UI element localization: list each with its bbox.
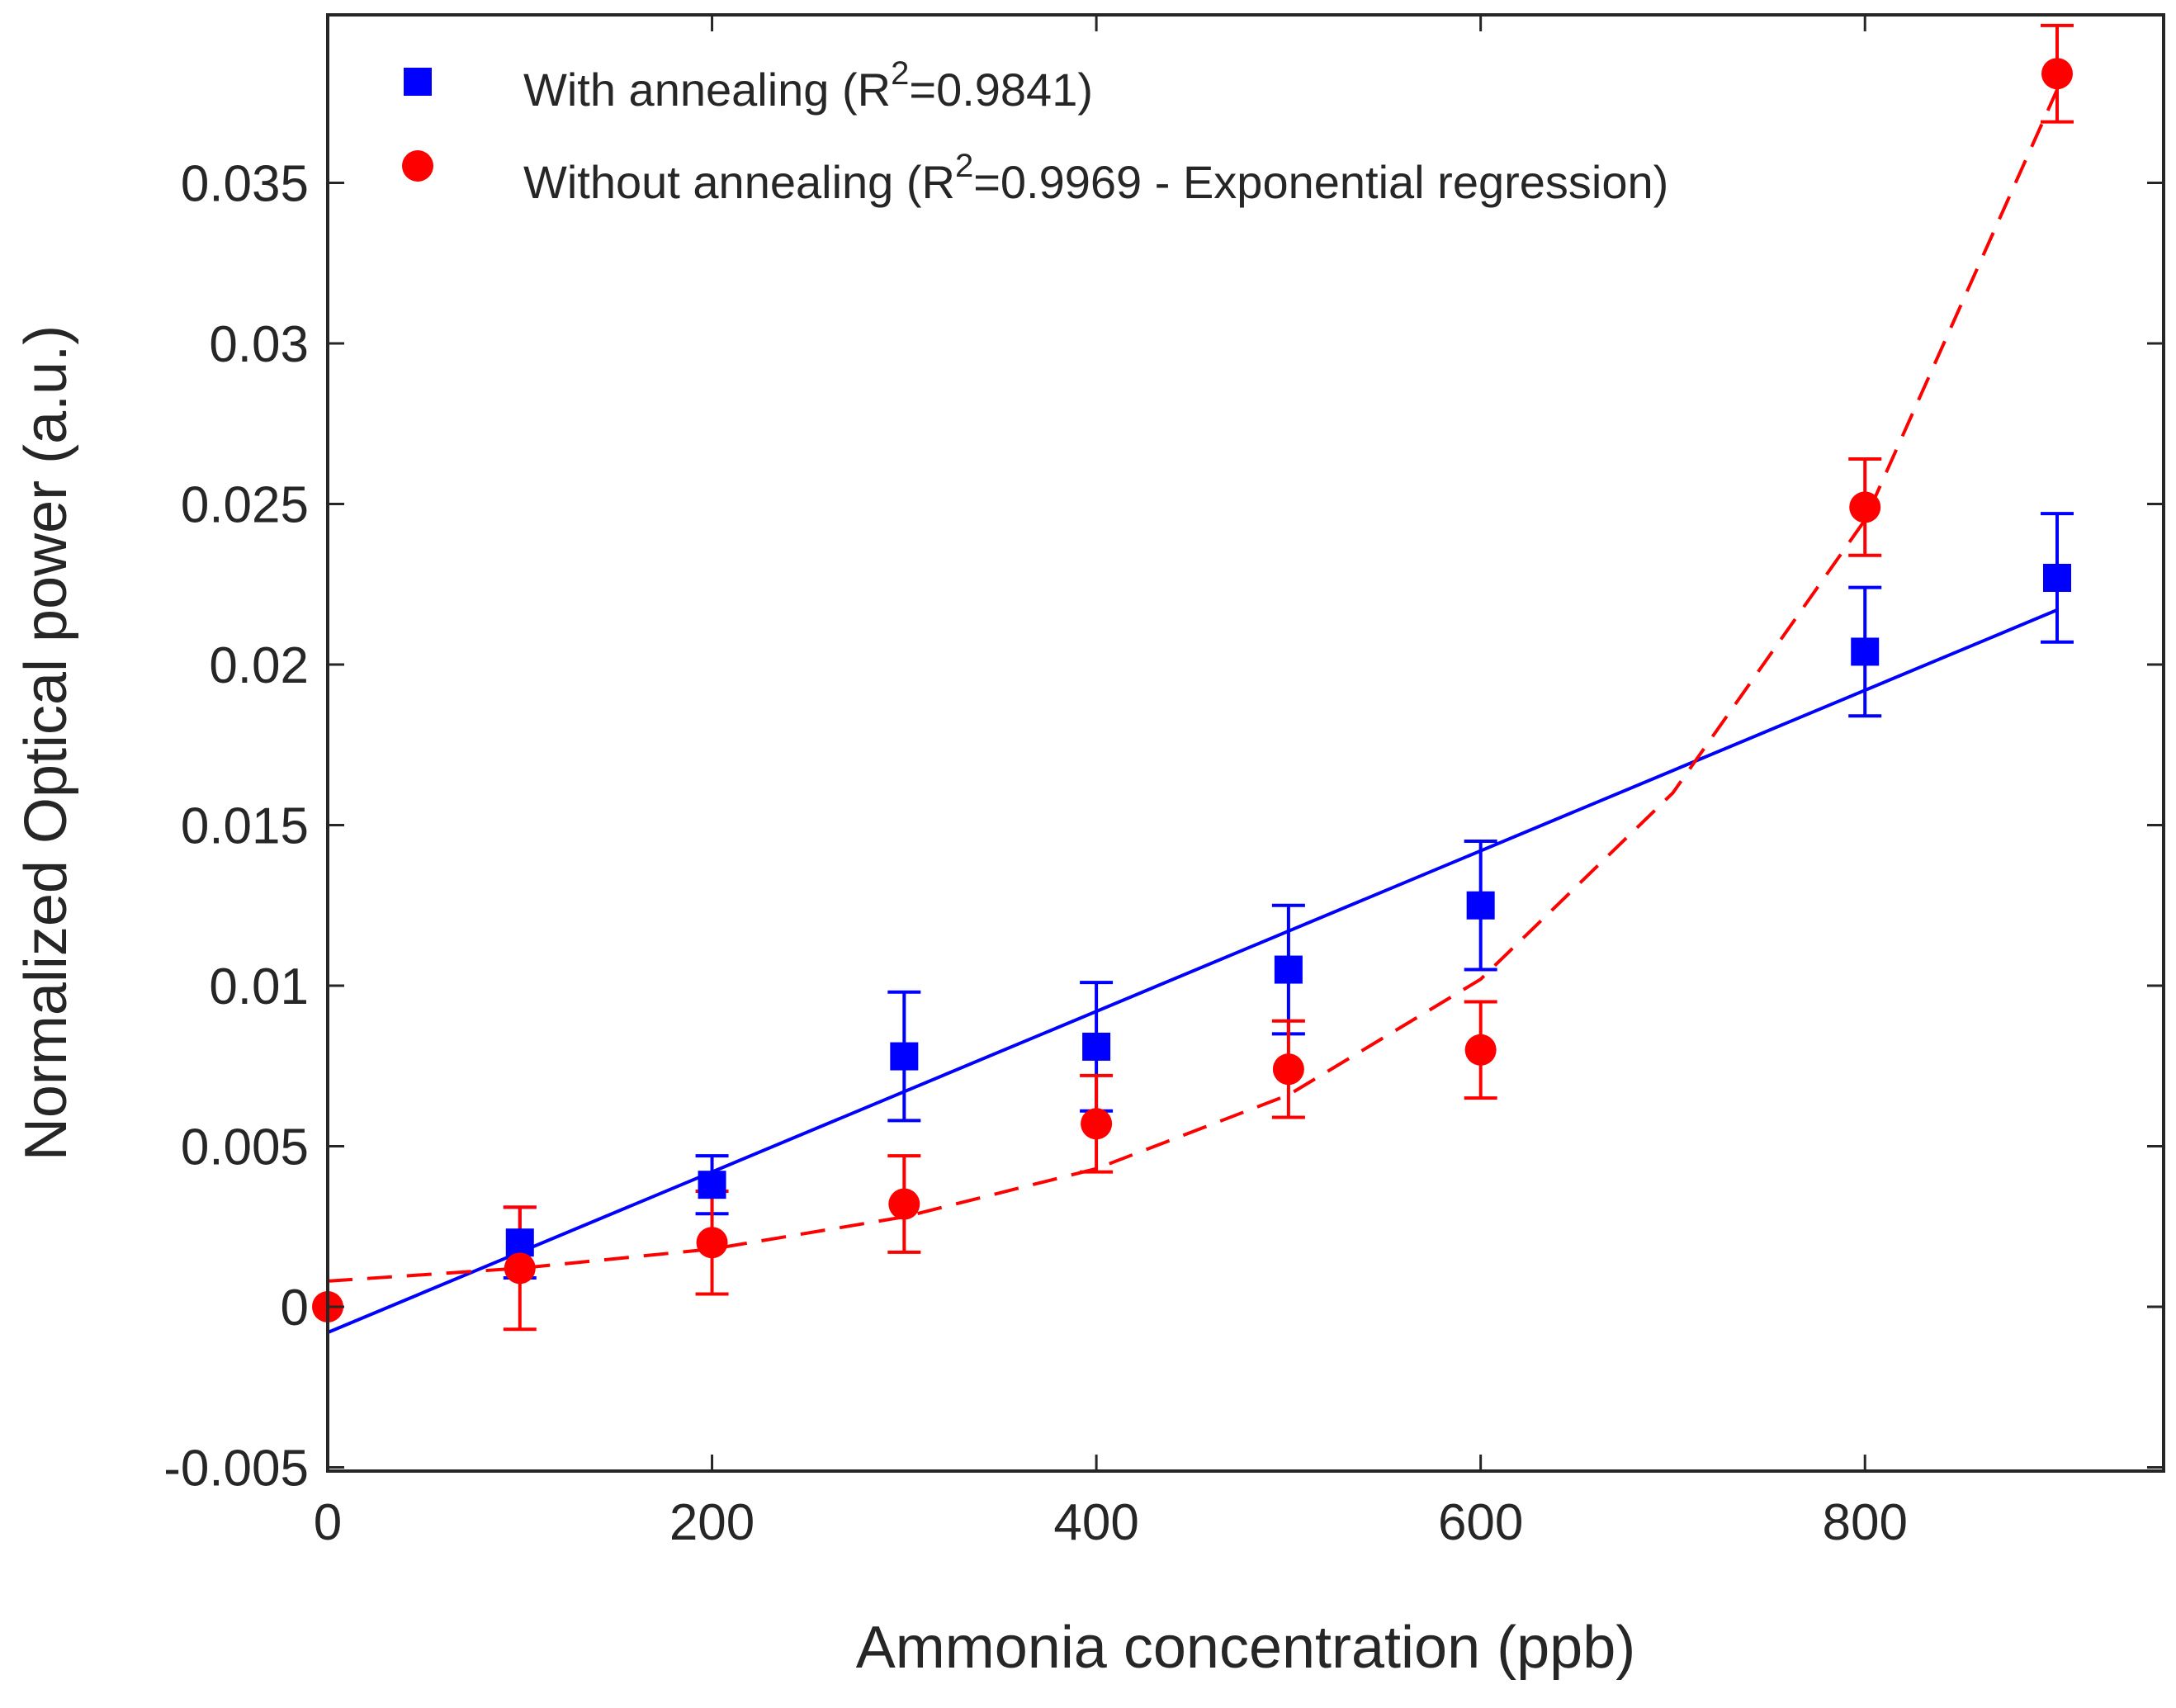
data-point-with-annealing [698, 1171, 726, 1199]
legend-marker-without-annealing [402, 150, 433, 182]
data-point-with-annealing [890, 1042, 919, 1071]
legend-label-without-annealing: Without annealing (R2=0.9969 - Exponenti… [523, 148, 1668, 208]
data-point-without-annealing [1272, 1053, 1304, 1086]
x-tick-label: 800 [1822, 1494, 1907, 1551]
y-tick-label: 0.02 [209, 637, 309, 694]
data-point-without-annealing [1081, 1108, 1113, 1140]
y-tick-label: 0.01 [209, 958, 309, 1015]
y-tick-label: 0.005 [181, 1119, 309, 1176]
y-axis-label: Normalized Optical power (a.u.) [13, 325, 79, 1161]
fit-line-without-annealing [327, 88, 2059, 1283]
x-tick-label: 600 [1438, 1494, 1523, 1551]
axis-ticks: 0 200 400 600 800-0.00500.0050.010.0150.020.… [163, 15, 2164, 1551]
data-points [312, 58, 2073, 1322]
x-tick-label: 0 [314, 1494, 342, 1551]
y-tick-label: 0.015 [181, 798, 309, 855]
x-axis-label: Ammonia concentration (ppb) [856, 1615, 1635, 1681]
data-point-with-annealing [505, 1228, 534, 1257]
data-point-without-annealing [2041, 58, 2073, 90]
data-point-without-annealing [504, 1252, 536, 1285]
y-tick-label: 0.035 [181, 156, 309, 213]
x-tick-label: 200 [669, 1494, 755, 1551]
data-point-without-annealing [888, 1188, 920, 1220]
data-point-with-annealing [1466, 891, 1495, 920]
data-point-with-annealing [1082, 1032, 1111, 1061]
data-point-with-annealing [2043, 563, 2071, 592]
data-point-with-annealing [1851, 637, 1880, 666]
legend: With annealing (R2=0.9841) Without annea… [402, 55, 1668, 208]
y-tick-label: 0.03 [209, 316, 309, 373]
x-tick-label: 400 [1053, 1494, 1138, 1551]
plot-area-frame [326, 13, 2165, 1473]
legend-label-with-annealing: With annealing (R2=0.9841) [523, 55, 1093, 116]
fit-line-with-annealing [327, 608, 2058, 1334]
fit-lines [327, 88, 2059, 1334]
error-bars [503, 23, 2074, 1332]
data-point-without-annealing [696, 1227, 728, 1259]
y-tick-label: -0.005 [163, 1441, 309, 1497]
legend-marker-with-annealing [404, 68, 432, 96]
y-tick-label: 0 [281, 1280, 309, 1337]
data-point-with-annealing [1274, 955, 1303, 984]
data-point-without-annealing [1849, 491, 1881, 523]
y-tick-label: 0.025 [181, 477, 309, 534]
data-point-without-annealing [1464, 1034, 1497, 1066]
